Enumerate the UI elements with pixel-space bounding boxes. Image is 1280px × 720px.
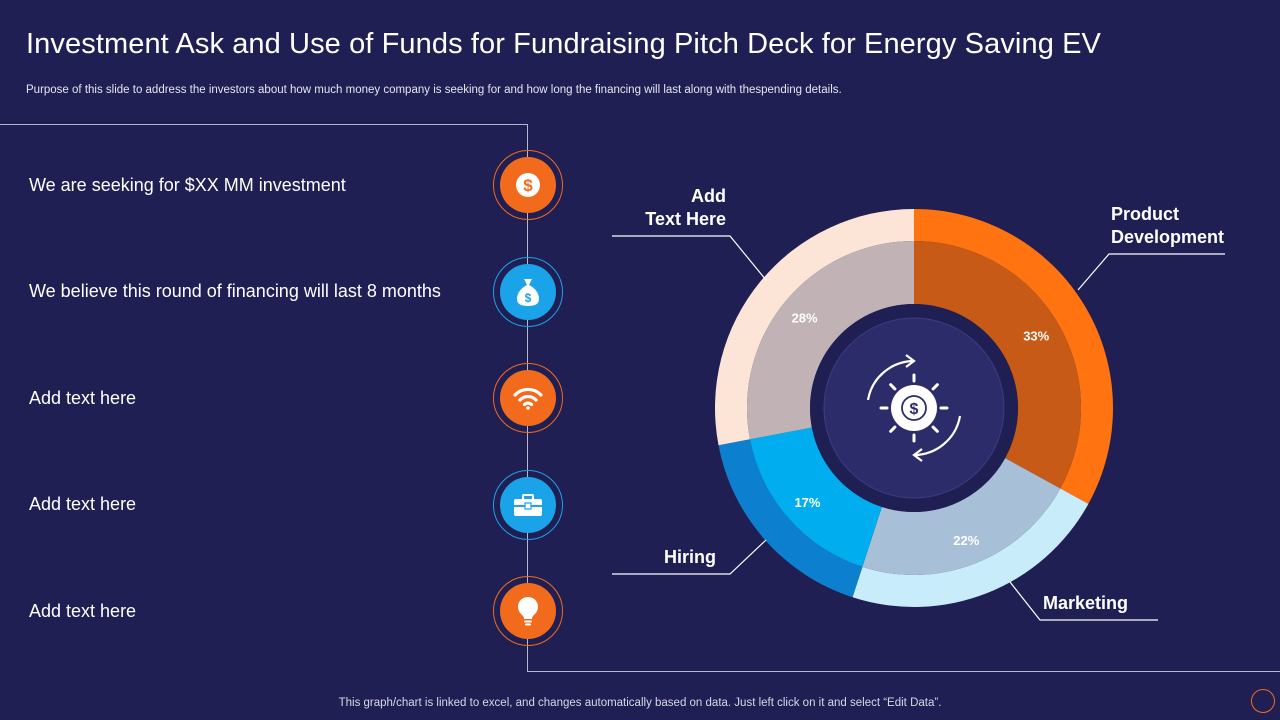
page-title: Investment Ask and Use of Funds for Fund… — [26, 28, 1101, 60]
data-label-add-text-here: 28% — [792, 310, 818, 325]
item-icon-ring-3 — [493, 363, 563, 433]
callout-line-hiring — [612, 539, 767, 575]
data-label-product-development: 33% — [1023, 329, 1049, 344]
svg-text:$: $ — [523, 176, 533, 195]
dollar-gear-icon: $ — [866, 354, 962, 462]
donut-outer-slice-marketing — [852, 488, 1089, 607]
item-text-placeholder-3: Add text here — [29, 601, 137, 621]
callout-label-hiring: Hiring — [664, 547, 716, 567]
callout-line-add-text-here — [612, 235, 767, 281]
data-label-hiring: 17% — [794, 495, 820, 510]
item-text-investment: We are seeking for $XX MM investment — [29, 175, 346, 195]
donut-outer-slice-add-text-here — [715, 209, 914, 446]
item-icon-ring-4 — [493, 470, 563, 540]
top-divider-line — [0, 124, 528, 125]
donut-inner-slice-product-development — [914, 241, 1081, 489]
donut-inner-slice-hiring — [749, 427, 882, 567]
callout-line-product-development — [1077, 253, 1225, 291]
item-icon-ring-2: $ — [493, 257, 563, 327]
corner-circle-decoration — [1251, 689, 1275, 713]
item-text-financing: We believe this round of financing will … — [29, 281, 441, 301]
donut-outer-slice-product-development — [914, 209, 1113, 504]
item-icon-ring-5 — [493, 576, 563, 646]
page-subtitle: Purpose of this slide to address the inv… — [26, 84, 842, 96]
wifi-icon — [500, 370, 556, 426]
svg-text:$: $ — [525, 291, 532, 305]
bottom-divider-line — [527, 671, 1280, 672]
callout-label-product-development: Product Development — [1111, 204, 1224, 247]
svg-text:$: $ — [910, 401, 919, 418]
callout-line-marketing — [1009, 581, 1158, 621]
donut-inner-slice-add-text-here — [746, 241, 914, 440]
toolbox-icon — [500, 477, 556, 533]
footer-note: This graph/chart is linked to excel, and… — [338, 697, 942, 709]
item-icon-ring-1: $ — [493, 150, 563, 220]
item-text-placeholder-1: Add text here — [29, 388, 137, 408]
callout-label-add-text-here: Add Text Here — [645, 186, 726, 229]
lightbulb-icon — [500, 583, 556, 639]
data-label-marketing: 22% — [953, 533, 979, 548]
callout-label-marketing: Marketing — [1043, 593, 1128, 613]
dollar-coin-icon: $ — [500, 157, 556, 213]
donut-outer-slice-hiring — [718, 439, 863, 598]
money-bag-icon: $ — [500, 264, 556, 320]
item-text-placeholder-2: Add text here — [29, 494, 137, 514]
donut-inner-slice-marketing — [862, 458, 1061, 575]
